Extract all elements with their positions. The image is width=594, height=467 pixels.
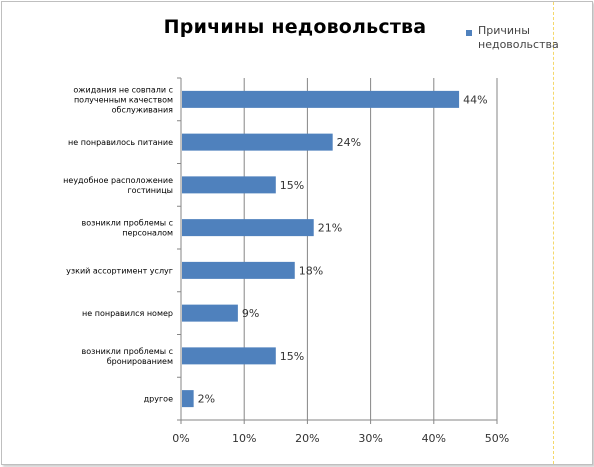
category-label-line: возникли проблемы с (82, 347, 173, 356)
bar (182, 219, 314, 237)
x-tick-label: 10% (232, 432, 256, 445)
category-label-line: неудобное расположение (63, 176, 173, 185)
page-boundary-line (553, 2, 554, 464)
category-label-line: бронированием (107, 357, 173, 366)
bar (182, 347, 276, 365)
category-label: возникли проблемы с персоналом (82, 219, 173, 238)
x-tick-label: 0% (172, 432, 189, 445)
data-label: 15% (280, 179, 304, 192)
x-tick-label: 30% (358, 432, 382, 445)
category-label-line: не понравился номер (82, 309, 173, 318)
legend-swatch (466, 30, 472, 36)
data-label: 44% (463, 93, 487, 106)
category-label: возникли проблемы с бронированием (82, 347, 173, 366)
data-label: 21% (318, 222, 342, 235)
category-label-line: обслуживания (112, 105, 174, 114)
data-label: 15% (280, 350, 304, 363)
category-label: не понравилось питание (68, 138, 173, 147)
category-label: другое (144, 395, 173, 404)
category-label-line: не понравилось питание (68, 138, 173, 147)
category-label-line: полученным качеством (74, 95, 173, 104)
bar (182, 176, 276, 194)
bar (182, 261, 295, 279)
x-tick-label: 40% (422, 432, 446, 445)
bar (182, 90, 460, 108)
data-label: 24% (337, 136, 361, 149)
category-label-line: персоналом (122, 229, 173, 238)
data-label: 2% (198, 393, 215, 406)
data-label: 9% (242, 307, 259, 320)
category-label-line: ожидания не совпали с (73, 85, 173, 94)
legend-label: Причины недовольства (478, 24, 559, 51)
category-label-line: узкий ассортимент услуг (66, 266, 173, 275)
bar (182, 133, 333, 151)
category-label-line: другое (144, 395, 173, 404)
category-label: неудобное расположение гостиницы (63, 176, 173, 195)
bar (182, 390, 194, 408)
chart-title: Причины недовольства (163, 16, 427, 38)
data-label: 18% (299, 264, 323, 277)
category-label: не понравился номер (82, 309, 173, 318)
x-tick-label: 50% (485, 432, 509, 445)
category-label-line: гостиницы (127, 186, 173, 195)
bar (182, 304, 238, 322)
x-tick-label: 20% (295, 432, 319, 445)
category-label-line: возникли проблемы с (82, 219, 173, 228)
category-label: ожидания не совпали с полученным качество… (73, 85, 173, 114)
category-label: узкий ассортимент услуг (66, 266, 173, 275)
